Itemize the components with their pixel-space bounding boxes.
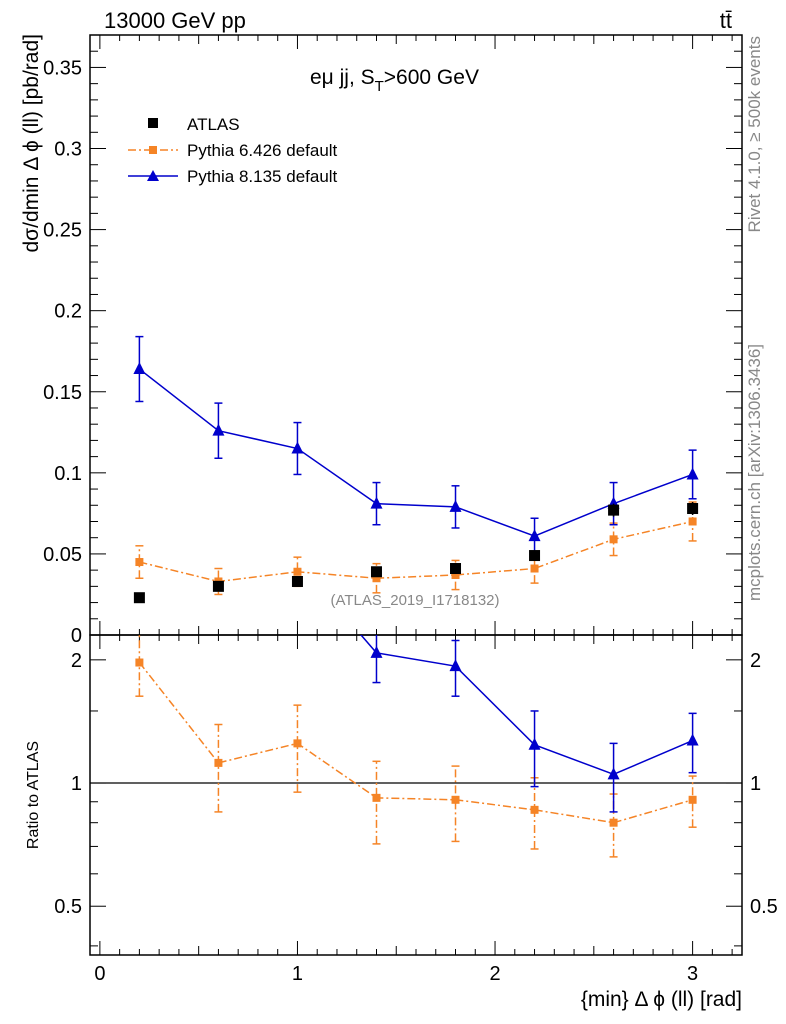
data-marks (133, 335, 699, 858)
main-panel-marks (133, 335, 699, 604)
pythia8-ratio-point (370, 645, 383, 658)
pythia8-ratio-point (133, 427, 145, 439)
analysis-tag: (ATLAS_2019_I1718132) (330, 592, 499, 609)
pythia6-point (372, 574, 381, 583)
y-tick-label: 0.1 (54, 463, 82, 485)
pythia6-series-line (139, 520, 693, 583)
y-tick-label: 0.05 (43, 544, 82, 566)
pythia6-point (135, 558, 144, 567)
pythia6-ratio-point (214, 758, 223, 767)
legend-label-atlas: ATLAS (187, 115, 240, 134)
axes: 0 1 2 3 0 0.05 0.1 0.15 0.2 0.25 0.3 0.35 0.5 0.5 1 1 2 2 (43, 34, 778, 985)
pythia6-ratio-point (293, 739, 302, 748)
rivet-version-label: Rivet 4.1.0, ≥ 500k events (745, 36, 764, 232)
ratio-tick-label-right: 1 (750, 773, 761, 795)
pythia8-ratio-point (212, 521, 224, 533)
pythia8-point (212, 423, 225, 436)
y-tick-label: 0 (71, 625, 82, 647)
mcplots-url-label: mcplots.cern.ch [arXiv:1306.3436] (745, 344, 764, 601)
atlas-point (529, 550, 541, 562)
pythia6-ratio-point (135, 658, 144, 667)
pythia6-point (688, 517, 697, 526)
pythia8-point (686, 467, 699, 480)
pythia8-point (370, 496, 383, 509)
pythia8-point (449, 499, 462, 512)
ratio-tick-label-right: 0.5 (750, 896, 778, 918)
x-tick-label: 1 (292, 963, 303, 985)
y-tick-label: 0.35 (43, 57, 82, 79)
y-tick-label: 0.2 (54, 301, 82, 323)
legend-marker-pythia8 (147, 170, 159, 181)
x-tick-label: 0 (94, 963, 105, 985)
x-tick-label: 3 (687, 963, 698, 985)
pythia6-ratio-point (451, 795, 460, 804)
pythia8-ratio-point (528, 737, 541, 750)
ratio-panel-marks (133, 427, 699, 858)
pythia6-point (293, 567, 302, 576)
y-tick-label: 0.15 (43, 382, 82, 404)
legend-label-pythia8: Pythia 8.135 default (187, 167, 338, 186)
header-energy-label: 13000 GeV pp (104, 8, 246, 33)
ratio-tick-label-left: 0.5 (54, 896, 82, 918)
pythia6-point (609, 535, 618, 544)
plot-title: eμ jj, ST>600 GeV (310, 66, 479, 95)
legend-label-pythia6: Pythia 6.426 default (187, 141, 338, 160)
y-tick-label: 0.3 (54, 139, 82, 161)
ratio-y-axis-label: Ratio to ATLAS (25, 741, 42, 849)
atlas-point (133, 592, 145, 604)
legend: ATLAS Pythia 6.426 default Pythia 8.135 … (128, 115, 338, 186)
atlas-point (370, 566, 382, 578)
x-tick-label: 2 (489, 963, 500, 985)
plot-title-subscript: T (375, 78, 384, 95)
pythia8-ratio-point (449, 659, 462, 672)
plot-title-main: eμ jj, S (310, 66, 375, 89)
pythia8-point (133, 362, 146, 375)
pythia6-point (451, 571, 460, 579)
ratio-plot-frame (89, 634, 743, 956)
ratio-tick-label-left: 1 (71, 773, 82, 795)
legend-marker-atlas (148, 118, 158, 128)
x-axis-label: {min} Δ ϕ (ll) [rad] (581, 988, 742, 1011)
pythia8-series-line (138, 368, 693, 537)
legend-marker-pythia6 (149, 146, 157, 154)
y-tick-label: 0.25 (43, 220, 82, 242)
pythia6-ratio-point (530, 805, 539, 814)
pythia6-point (530, 564, 539, 573)
pythia8-ratio-point (607, 767, 620, 780)
pythia8-ratio-point (686, 733, 699, 746)
atlas-point (450, 563, 462, 575)
atlas-point (608, 504, 620, 516)
pythia8-point (291, 441, 304, 454)
pythia8-ratio-series-line (360, 635, 693, 776)
pythia6-ratio-point (609, 818, 618, 827)
pythia6-ratio-series-line (138, 662, 693, 824)
pythia6-ratio-point (372, 793, 381, 802)
atlas-point (212, 580, 224, 592)
ratio-tick-label-left: 2 (71, 650, 82, 672)
plot-title-tail: >600 GeV (384, 66, 479, 89)
ratio-tick-label-right: 2 (750, 650, 761, 672)
y-axis-label: dσ/dmin Δ ϕ (ll) [pb/rad] (20, 34, 43, 253)
header-process-label: tt̄ (720, 8, 732, 33)
pythia6-ratio-point (688, 795, 697, 804)
atlas-point (687, 503, 699, 515)
pythia8-point (528, 529, 541, 542)
atlas-point (291, 575, 303, 587)
